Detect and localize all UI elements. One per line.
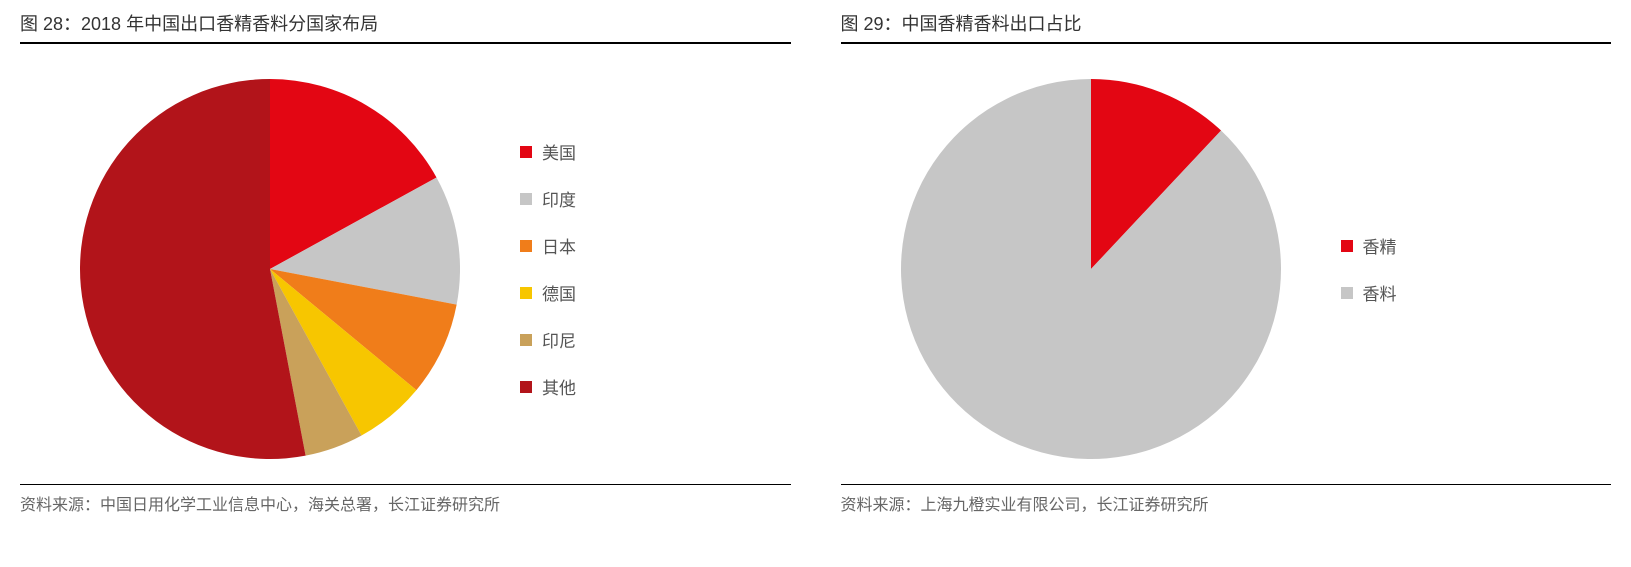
right-pie-wrap [841, 79, 1281, 459]
legend-item: 美国 [520, 139, 791, 164]
left-source: 资料来源：中国日用化学工业信息中心，海关总署，长江证券研究所 [20, 484, 791, 515]
left-pie-chart [80, 79, 460, 459]
legend-item: 印度 [520, 186, 791, 211]
legend-label: 德国 [542, 280, 576, 305]
legend-label: 香精 [1363, 233, 1397, 258]
right-legend: 香精香料 [1281, 233, 1612, 305]
left-panel: 图 28：2018 年中国出口香精香料分国家布局 美国印度日本德国印尼其他 资料… [20, 10, 791, 515]
legend-label: 印尼 [542, 327, 576, 352]
legend-swatch [1341, 287, 1353, 299]
legend-swatch [520, 287, 532, 299]
right-panel: 图 29：中国香精香料出口占比 香精香料 资料来源：上海九橙实业有限公司，长江证… [841, 10, 1612, 515]
charts-container: 图 28：2018 年中国出口香精香料分国家布局 美国印度日本德国印尼其他 资料… [20, 10, 1611, 515]
left-chart-area: 美国印度日本德国印尼其他 [20, 54, 791, 484]
legend-item: 德国 [520, 280, 791, 305]
legend-swatch [520, 381, 532, 393]
pie-slice [901, 79, 1281, 459]
legend-item: 香料 [1341, 280, 1612, 305]
left-title: 图 28：2018 年中国出口香精香料分国家布局 [20, 10, 791, 44]
legend-label: 日本 [542, 233, 576, 258]
legend-swatch [520, 193, 532, 205]
legend-label: 印度 [542, 186, 576, 211]
legend-item: 日本 [520, 233, 791, 258]
legend-item: 其他 [520, 374, 791, 399]
legend-swatch [1341, 240, 1353, 252]
right-source: 资料来源：上海九橙实业有限公司，长江证券研究所 [841, 484, 1612, 515]
right-pie-chart [901, 79, 1281, 459]
legend-item: 印尼 [520, 327, 791, 352]
legend-swatch [520, 146, 532, 158]
right-title: 图 29：中国香精香料出口占比 [841, 10, 1612, 44]
right-chart-area: 香精香料 [841, 54, 1612, 484]
legend-label: 香料 [1363, 280, 1397, 305]
left-pie-wrap [20, 79, 460, 459]
legend-label: 美国 [542, 139, 576, 164]
legend-swatch [520, 334, 532, 346]
left-legend: 美国印度日本德国印尼其他 [460, 139, 791, 399]
legend-item: 香精 [1341, 233, 1612, 258]
legend-swatch [520, 240, 532, 252]
legend-label: 其他 [542, 374, 576, 399]
